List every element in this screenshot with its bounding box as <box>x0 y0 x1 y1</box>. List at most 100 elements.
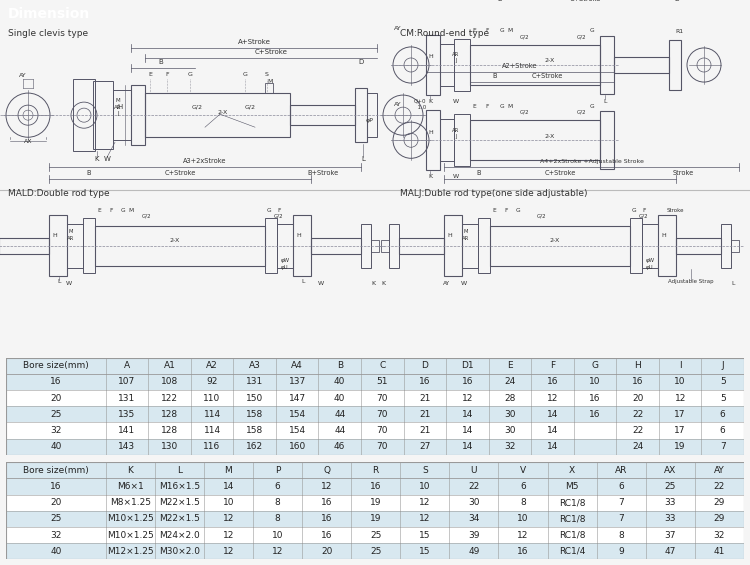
Text: R1: R1 <box>675 29 683 34</box>
Text: 16: 16 <box>590 410 601 419</box>
Text: G: G <box>500 28 504 33</box>
Text: 34: 34 <box>468 514 479 523</box>
Text: L: L <box>177 466 182 475</box>
Text: M10×1.25: M10×1.25 <box>106 531 154 540</box>
Text: B: B <box>87 171 92 176</box>
Text: H: H <box>53 233 57 238</box>
Text: M12×1.25: M12×1.25 <box>106 547 154 556</box>
Text: G: G <box>592 361 598 370</box>
Bar <box>49 215 67 276</box>
Text: F: F <box>110 208 112 213</box>
Text: φP: φP <box>366 118 374 123</box>
Text: Bore size(mm): Bore size(mm) <box>23 361 88 370</box>
Text: 14: 14 <box>223 482 234 491</box>
Text: 30: 30 <box>468 498 480 507</box>
Text: G/2: G/2 <box>191 105 202 110</box>
Text: 28: 28 <box>504 394 515 403</box>
Text: 29: 29 <box>714 498 725 507</box>
Text: B: B <box>493 73 497 79</box>
Bar <box>440 119 454 162</box>
Text: 114: 114 <box>203 426 220 435</box>
Text: Stroke: Stroke <box>666 208 684 213</box>
Text: G/2: G/2 <box>537 214 547 219</box>
Text: K: K <box>371 281 375 286</box>
Text: M5: M5 <box>566 482 579 491</box>
Text: D: D <box>674 0 680 2</box>
Text: 22: 22 <box>632 426 644 435</box>
Text: H: H <box>296 233 302 238</box>
Text: 19: 19 <box>370 514 382 523</box>
Bar <box>113 90 131 140</box>
Text: 147: 147 <box>289 394 306 403</box>
Text: W: W <box>461 281 467 286</box>
Text: 21: 21 <box>419 426 430 435</box>
Text: F: F <box>485 103 489 108</box>
Bar <box>444 215 462 276</box>
Text: A2+Stroke: A2+Stroke <box>503 63 538 69</box>
Text: K: K <box>381 281 385 286</box>
Text: M10×1.25: M10×1.25 <box>106 514 154 523</box>
Text: M30×2.0: M30×2.0 <box>159 547 200 556</box>
Text: F: F <box>504 208 508 213</box>
Text: 12: 12 <box>674 394 686 403</box>
Text: 130: 130 <box>160 442 178 451</box>
Bar <box>731 240 739 251</box>
Text: F: F <box>485 28 489 33</box>
Text: G/2: G/2 <box>274 214 284 219</box>
Text: 10: 10 <box>419 482 430 491</box>
Text: 15: 15 <box>419 531 430 540</box>
Text: 21: 21 <box>419 394 430 403</box>
Text: C+Stroke: C+Stroke <box>570 0 602 2</box>
Text: G: G <box>516 208 520 213</box>
Text: 49: 49 <box>468 547 479 556</box>
Text: 150: 150 <box>246 394 263 403</box>
Bar <box>145 93 290 137</box>
Text: K: K <box>128 466 133 475</box>
Text: 160: 160 <box>289 442 306 451</box>
Text: M16×1.5: M16×1.5 <box>159 482 200 491</box>
Text: MALD:Double rod type: MALD:Double rod type <box>8 189 109 198</box>
Text: AR: AR <box>452 53 460 58</box>
Bar <box>642 224 658 268</box>
Text: 44: 44 <box>334 426 345 435</box>
Text: 1.0: 1.0 <box>414 105 426 110</box>
Text: 25: 25 <box>370 547 382 556</box>
Text: G: G <box>632 208 636 213</box>
Bar <box>293 215 311 276</box>
Text: H: H <box>662 233 666 238</box>
Text: E: E <box>472 28 476 33</box>
Text: E: E <box>148 72 152 76</box>
Text: 2-X: 2-X <box>544 59 555 63</box>
Text: H: H <box>448 233 452 238</box>
Text: C+Stroke: C+Stroke <box>164 171 196 176</box>
Text: B: B <box>498 0 502 2</box>
Text: 46: 46 <box>334 442 346 451</box>
Text: C+Stroke: C+Stroke <box>254 49 287 55</box>
Text: M: M <box>128 208 133 213</box>
Text: 20: 20 <box>50 498 62 507</box>
Text: 2-X: 2-X <box>170 238 180 243</box>
Text: 14: 14 <box>462 426 473 435</box>
Text: L: L <box>302 279 304 284</box>
Text: MALJ:Duble rod type(one side adjustable): MALJ:Duble rod type(one side adjustable) <box>400 189 587 198</box>
Text: 25: 25 <box>664 482 676 491</box>
Text: D1: D1 <box>461 361 474 370</box>
Text: 15: 15 <box>419 547 430 556</box>
Text: R: R <box>373 466 379 475</box>
Text: 8: 8 <box>274 514 280 523</box>
Bar <box>6 358 744 374</box>
Text: A2: A2 <box>206 361 218 370</box>
Text: 70: 70 <box>376 426 388 435</box>
Text: RC1/8: RC1/8 <box>559 531 586 540</box>
Text: 128: 128 <box>161 410 178 419</box>
Text: L: L <box>731 281 735 286</box>
Text: C: C <box>380 361 386 370</box>
Text: G/2: G/2 <box>520 110 530 115</box>
Text: 40: 40 <box>50 442 62 451</box>
Bar <box>676 237 721 254</box>
Text: H: H <box>634 361 641 370</box>
Text: 32: 32 <box>50 531 62 540</box>
Text: 16: 16 <box>321 531 332 540</box>
Text: F: F <box>550 361 555 370</box>
Bar <box>470 45 600 85</box>
